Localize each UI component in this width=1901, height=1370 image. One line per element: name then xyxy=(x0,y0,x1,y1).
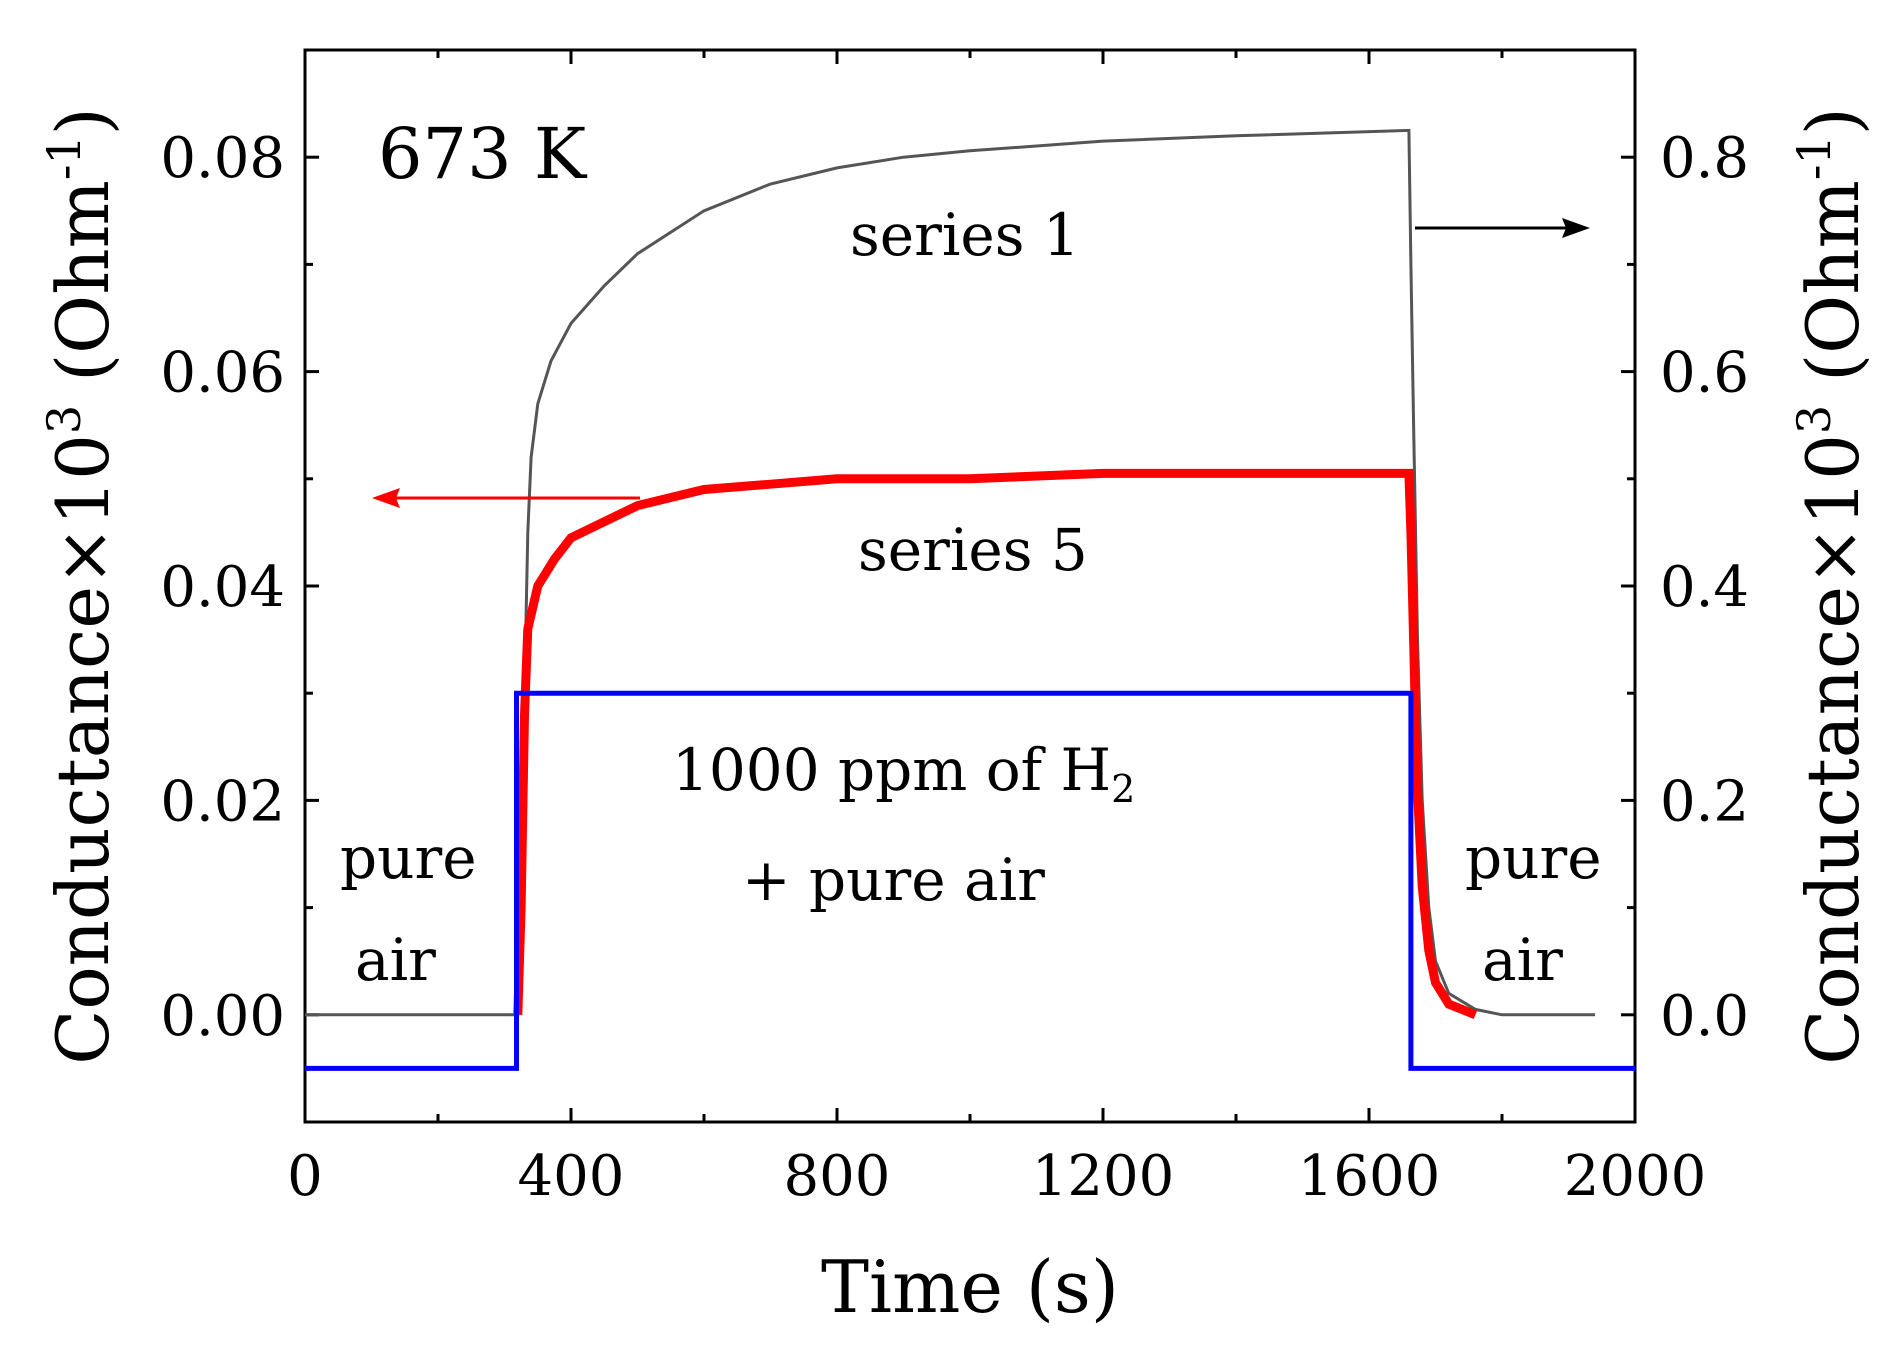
y-right-title-unit: (Ohm xyxy=(1791,180,1875,405)
series-5-axis-arrow xyxy=(372,488,640,508)
x-tick-label: 1600 xyxy=(1298,1144,1441,1209)
y-right-tick-label: 0.4 xyxy=(1660,555,1749,620)
y-left-title-exp: 3 xyxy=(37,405,91,434)
gas-description-subscript: 2 xyxy=(1111,767,1135,811)
y-left-tick-label: 0.08 xyxy=(160,126,285,191)
y-left-title-unit: (Ohm xyxy=(41,180,125,405)
series-1-axis-arrow xyxy=(1415,218,1590,238)
y-right-tick-label: 0.8 xyxy=(1660,126,1749,191)
y-right-title-exp: 3 xyxy=(1787,405,1841,434)
left-air-label: air xyxy=(355,926,436,994)
left-pure-label: pure xyxy=(340,824,477,892)
gas-description-main: 1000 ppm of H xyxy=(672,736,1111,804)
y-left-title-base: Conductance×10 xyxy=(41,434,125,1065)
temperature-label: 673 K xyxy=(378,113,588,195)
y-left-tick-label: 0.02 xyxy=(160,769,285,834)
series-layer xyxy=(305,128,1635,1071)
x-tick-label: 0 xyxy=(287,1144,323,1209)
y-left-axis-title: Conductance×103 (Ohm-1) xyxy=(37,107,125,1065)
series-1-label: series 1 xyxy=(850,201,1080,269)
series-5-label: series 5 xyxy=(858,516,1088,584)
gas-description-line1: 1000 ppm of H2 xyxy=(672,736,1135,811)
tick-labels: 0 400 800 1200 1600 20000.000.020.040.060.080… xyxy=(160,126,1749,1209)
right-air-label: air xyxy=(1482,926,1563,994)
y-right-tick-label: 0.2 xyxy=(1660,769,1749,834)
y-right-tick-label: 0.0 xyxy=(1660,984,1749,1049)
y-left-tick-label: 0.06 xyxy=(160,341,285,406)
y-right-title-base: Conductance×10 xyxy=(1791,434,1875,1065)
series-line-series-1 xyxy=(305,128,1596,1017)
y-left-tick-label: 0.04 xyxy=(160,555,285,620)
y-left-tick-label: 0.00 xyxy=(160,984,285,1049)
y-left-title-unit-exp: -1 xyxy=(37,135,91,180)
gas-description-line2: + pure air xyxy=(742,846,1045,914)
x-tick-label: 1200 xyxy=(1032,1144,1175,1209)
x-tick-label: 2000 xyxy=(1564,1144,1707,1209)
y-right-title-unit-exp: -1 xyxy=(1787,135,1841,180)
series-line-series-5 xyxy=(513,468,1478,1019)
x-axis-title: Time (s) xyxy=(821,1245,1119,1329)
y-right-axis-title: Conductance×103 (Ohm-1) xyxy=(1787,107,1875,1065)
series-line-gas-pulse xyxy=(305,690,1635,1071)
y-left-title-close: ) xyxy=(41,107,125,135)
y-right-tick-label: 0.6 xyxy=(1660,341,1749,406)
x-tick-label: 400 xyxy=(518,1144,625,1209)
right-pure-label: pure xyxy=(1465,824,1602,892)
y-right-title-close: ) xyxy=(1791,107,1875,135)
x-tick-label: 800 xyxy=(784,1144,891,1209)
